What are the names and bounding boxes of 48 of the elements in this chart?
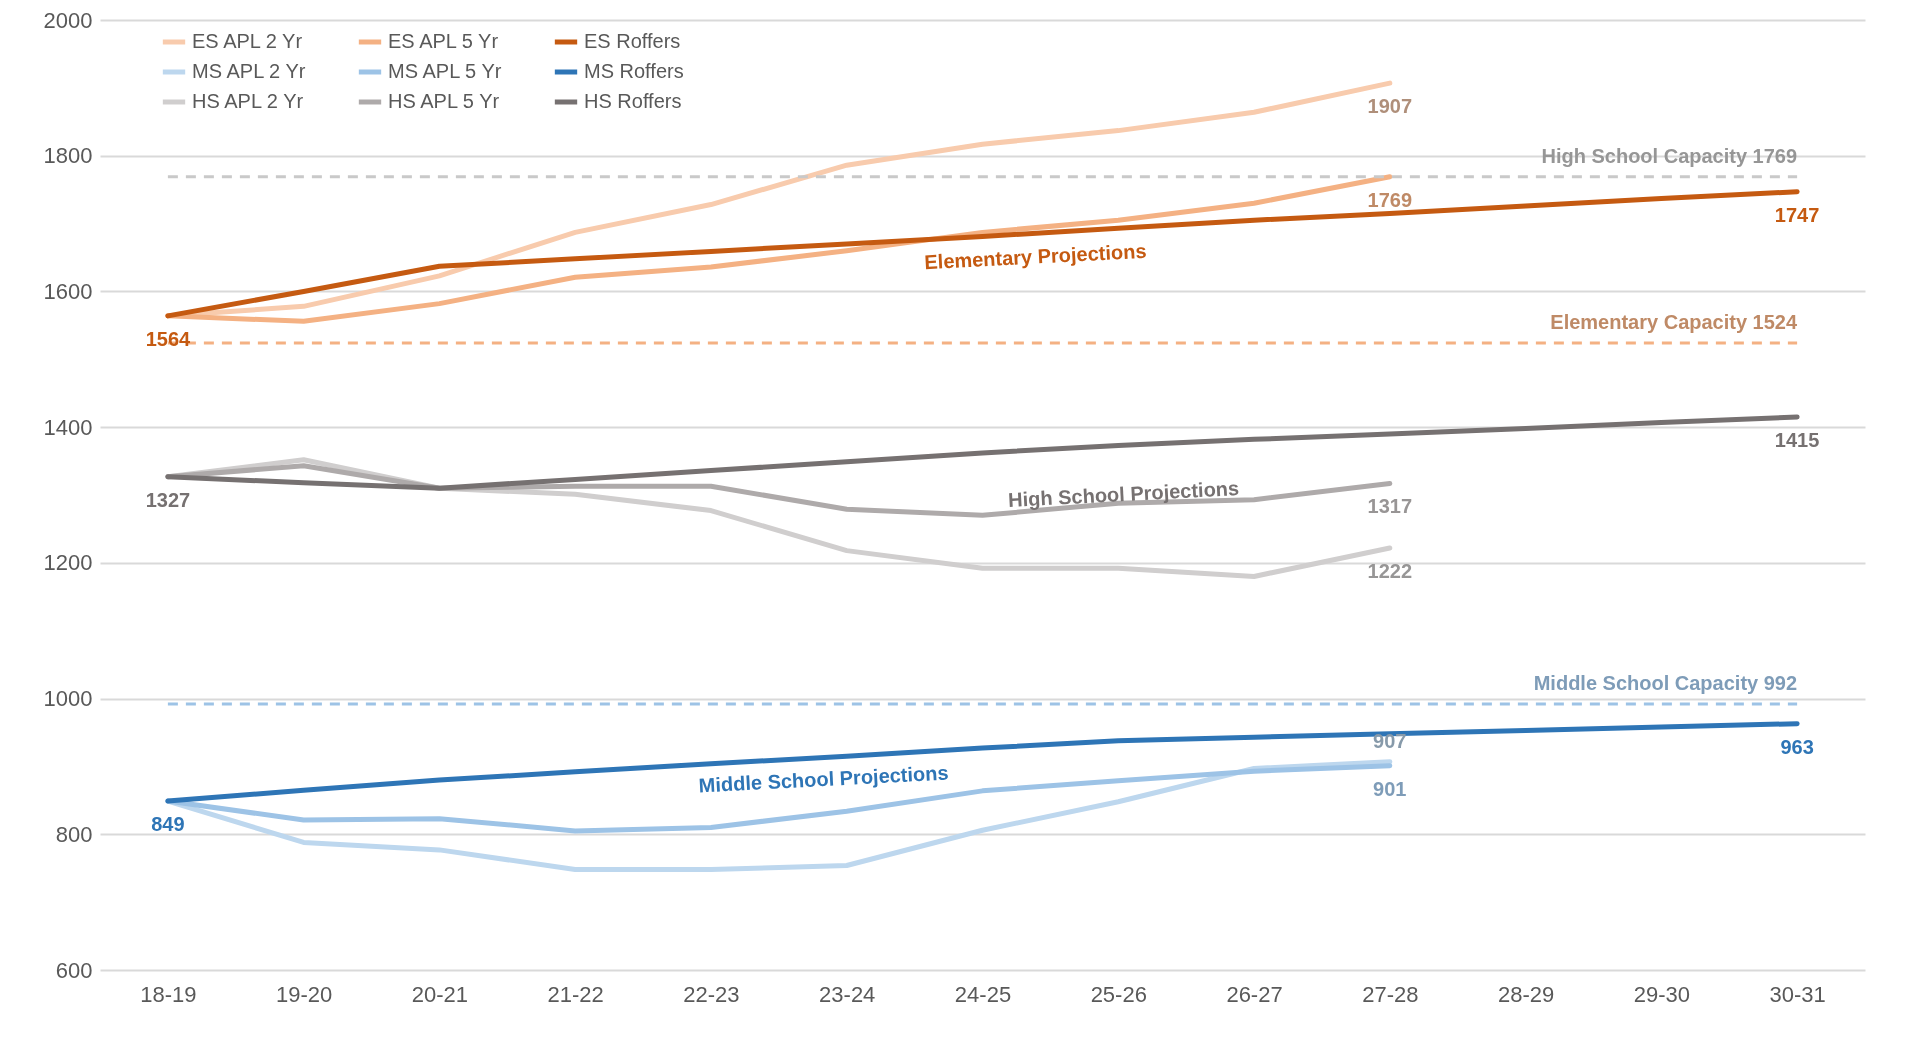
x-tick-label: 21-22 — [547, 981, 604, 1007]
x-tick-label: 18-19 — [140, 981, 197, 1007]
annotation: Middle School Projections — [698, 761, 950, 797]
ref-line-label: Elementary Capacity 1524 — [1550, 311, 1798, 333]
legend-label: MS APL 2 Yr — [192, 60, 306, 82]
legend-label: HS APL 2 Yr — [192, 90, 304, 112]
y-tick-label: 2000 — [43, 7, 93, 33]
data-label: 1564 — [145, 327, 191, 350]
x-tick-label: 29-30 — [1633, 981, 1690, 1007]
y-tick-label: 600 — [55, 957, 93, 983]
data-label: 1415 — [1774, 428, 1820, 451]
data-label: 907 — [1373, 729, 1407, 752]
legend-label: MS APL 5 Yr — [388, 60, 502, 82]
annotation: High School Projections — [1007, 476, 1240, 512]
data-label: 1317 — [1367, 495, 1413, 518]
ref-line-label: Middle School Capacity 992 — [1533, 672, 1798, 694]
data-label: 1222 — [1367, 559, 1413, 582]
data-label: 901 — [1373, 777, 1407, 800]
x-tick-label: 30-31 — [1769, 981, 1826, 1007]
data-label: 963 — [1780, 735, 1814, 758]
x-tick-label: 22-23 — [683, 981, 740, 1007]
y-tick-label: 1800 — [43, 143, 93, 169]
legend-label: MS Roffers — [584, 60, 684, 82]
legend-label: ES APL 5 Yr — [388, 30, 499, 52]
ref-line-label: High School Capacity 1769 — [1541, 144, 1798, 167]
y-tick-label: 1200 — [43, 550, 93, 576]
legend-label: ES Roffers — [584, 30, 681, 52]
y-tick-label: 800 — [55, 821, 93, 847]
data-label: 1327 — [145, 488, 191, 511]
x-tick-label: 23-24 — [819, 981, 876, 1007]
data-label: 1907 — [1367, 95, 1413, 118]
x-tick-label: 20-21 — [411, 981, 469, 1007]
x-tick-label: 26-27 — [1226, 981, 1283, 1007]
legend-label: ES APL 2 Yr — [192, 30, 303, 52]
x-tick-label: 28-29 — [1497, 981, 1555, 1007]
data-label: 849 — [151, 813, 185, 836]
y-tick-label: 1000 — [43, 686, 93, 712]
y-tick-label: 1600 — [43, 278, 93, 304]
x-tick-label: 19-20 — [276, 981, 333, 1007]
y-tick-label: 1400 — [43, 414, 93, 440]
data-label: 1769 — [1367, 188, 1413, 211]
x-tick-label: 27-28 — [1362, 981, 1419, 1007]
legend-label: HS APL 5 Yr — [388, 90, 500, 112]
annotation: Elementary Projections — [923, 239, 1147, 274]
data-label: 1747 — [1774, 203, 1820, 226]
legend-label: HS Roffers — [584, 90, 682, 112]
x-tick-label: 24-25 — [954, 981, 1012, 1007]
x-tick-label: 25-26 — [1090, 981, 1147, 1007]
